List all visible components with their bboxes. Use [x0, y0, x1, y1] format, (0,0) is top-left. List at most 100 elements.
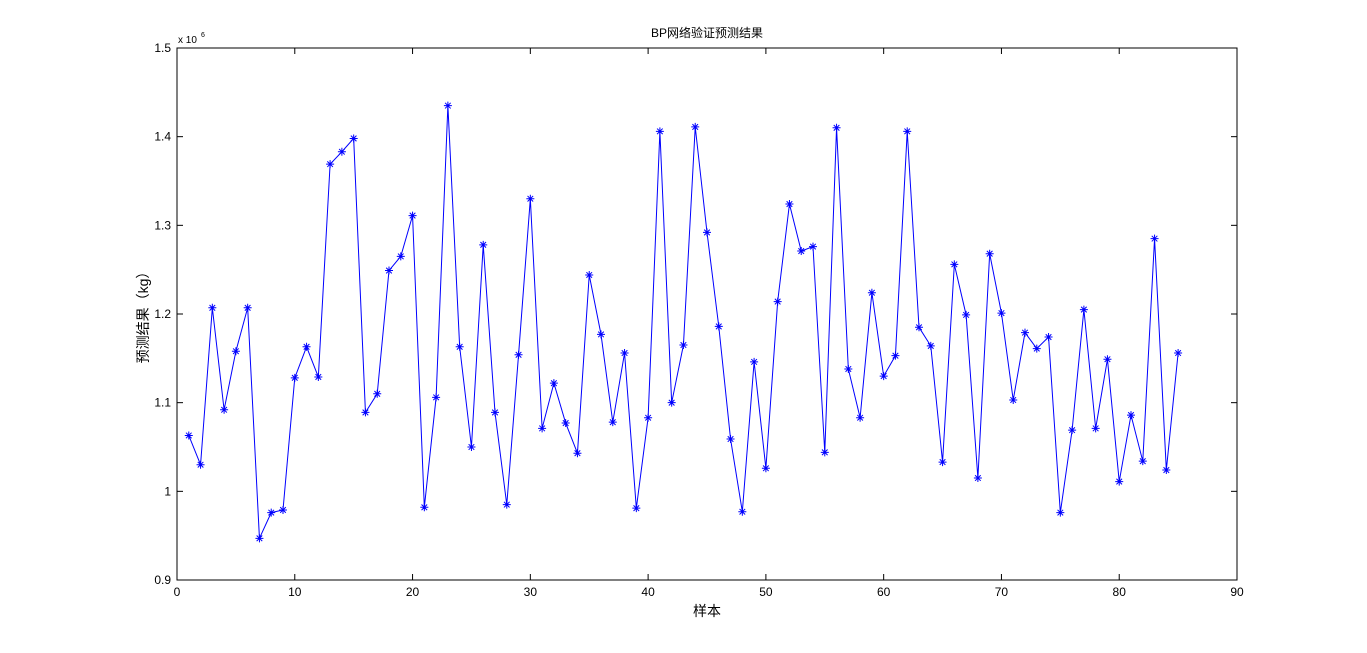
data-marker	[1044, 333, 1053, 342]
data-marker	[1091, 424, 1100, 433]
data-marker	[809, 242, 817, 251]
data-marker	[196, 460, 205, 469]
data-marker	[608, 418, 617, 427]
data-marker	[703, 228, 711, 237]
x-axis-label: 样本	[693, 603, 721, 619]
data-marker	[443, 101, 452, 110]
data-marker	[561, 419, 570, 428]
data-marker	[420, 503, 429, 512]
y-tick-label: 1.4	[154, 130, 171, 144]
data-marker	[926, 341, 935, 350]
data-marker	[1174, 349, 1183, 358]
data-marker	[1162, 466, 1171, 475]
data-marker	[950, 260, 959, 269]
data-marker	[1115, 477, 1124, 486]
data-marker	[962, 310, 971, 319]
data-marker	[761, 464, 770, 473]
data-marker	[432, 393, 441, 402]
data-marker	[573, 449, 582, 458]
data-marker	[738, 507, 747, 516]
data-marker	[349, 134, 358, 143]
chart-title: BP网络验证预测结果	[651, 25, 763, 40]
data-marker	[549, 379, 558, 388]
data-marker	[832, 123, 841, 132]
data-marker	[1032, 344, 1041, 353]
data-marker	[1103, 355, 1112, 364]
y-tick-label: 1	[164, 484, 171, 498]
x-tick-label: 80	[1113, 585, 1127, 599]
data-marker	[184, 431, 193, 440]
data-marker	[526, 194, 535, 203]
data-marker	[867, 288, 876, 297]
data-marker	[373, 389, 382, 398]
data-marker	[361, 408, 370, 417]
data-marker	[856, 413, 865, 422]
data-marker	[491, 408, 499, 417]
data-marker	[585, 270, 594, 279]
data-marker	[726, 435, 735, 444]
data-marker	[891, 351, 900, 360]
y-multiplier: x 10	[178, 35, 197, 46]
data-marker	[844, 364, 853, 373]
data-marker	[714, 322, 723, 331]
y-multiplier-exponent: 6	[201, 32, 205, 39]
data-marker	[1138, 457, 1147, 466]
data-marker	[220, 405, 229, 414]
data-marker	[1021, 328, 1029, 337]
data-marker	[467, 443, 476, 451]
data-marker	[785, 200, 794, 209]
data-marker	[938, 458, 947, 467]
data-marker	[691, 122, 700, 131]
data-marker	[820, 448, 829, 457]
data-marker	[667, 398, 676, 407]
data-marker	[879, 372, 888, 381]
data-marker	[208, 303, 217, 312]
data-marker	[597, 330, 605, 339]
x-tick-label: 70	[995, 585, 1009, 599]
data-marker	[396, 252, 405, 261]
data-marker	[985, 249, 994, 258]
data-marker	[655, 127, 664, 136]
data-marker	[1056, 508, 1065, 517]
data-marker	[502, 500, 511, 509]
x-tick-label: 0	[174, 585, 181, 599]
data-marker	[1150, 234, 1159, 243]
data-marker	[773, 297, 782, 306]
data-marker	[408, 211, 417, 220]
x-tick-label: 20	[406, 585, 420, 599]
y-tick-label: 1.2	[154, 307, 171, 321]
data-marker	[243, 303, 252, 312]
data-marker	[903, 127, 912, 136]
data-marker	[479, 240, 488, 249]
data-marker	[679, 341, 688, 350]
data-marker	[797, 247, 806, 256]
data-marker	[644, 413, 653, 422]
data-marker	[1079, 305, 1088, 314]
x-tick-label: 40	[641, 585, 655, 599]
data-marker	[267, 508, 276, 517]
data-marker	[302, 342, 311, 351]
data-marker	[915, 323, 923, 332]
x-tick-label: 90	[1230, 585, 1244, 599]
plot-area	[176, 47, 1238, 581]
x-tick-label: 30	[524, 585, 538, 599]
data-marker	[314, 372, 323, 381]
y-tick-label: 1.3	[154, 218, 171, 232]
data-marker	[514, 350, 523, 359]
x-tick-label: 10	[288, 585, 302, 599]
data-marker	[290, 373, 299, 382]
data-marker	[255, 534, 264, 543]
data-marker	[973, 474, 982, 483]
data-marker	[750, 357, 759, 366]
data-marker	[279, 505, 287, 514]
data-marker	[632, 504, 641, 513]
y-tick-label: 1.5	[154, 41, 171, 55]
data-marker	[326, 160, 335, 169]
data-marker	[455, 342, 464, 351]
data-marker	[385, 266, 393, 275]
data-marker	[620, 349, 629, 358]
data-marker	[1009, 396, 1018, 405]
data-marker	[337, 147, 346, 156]
